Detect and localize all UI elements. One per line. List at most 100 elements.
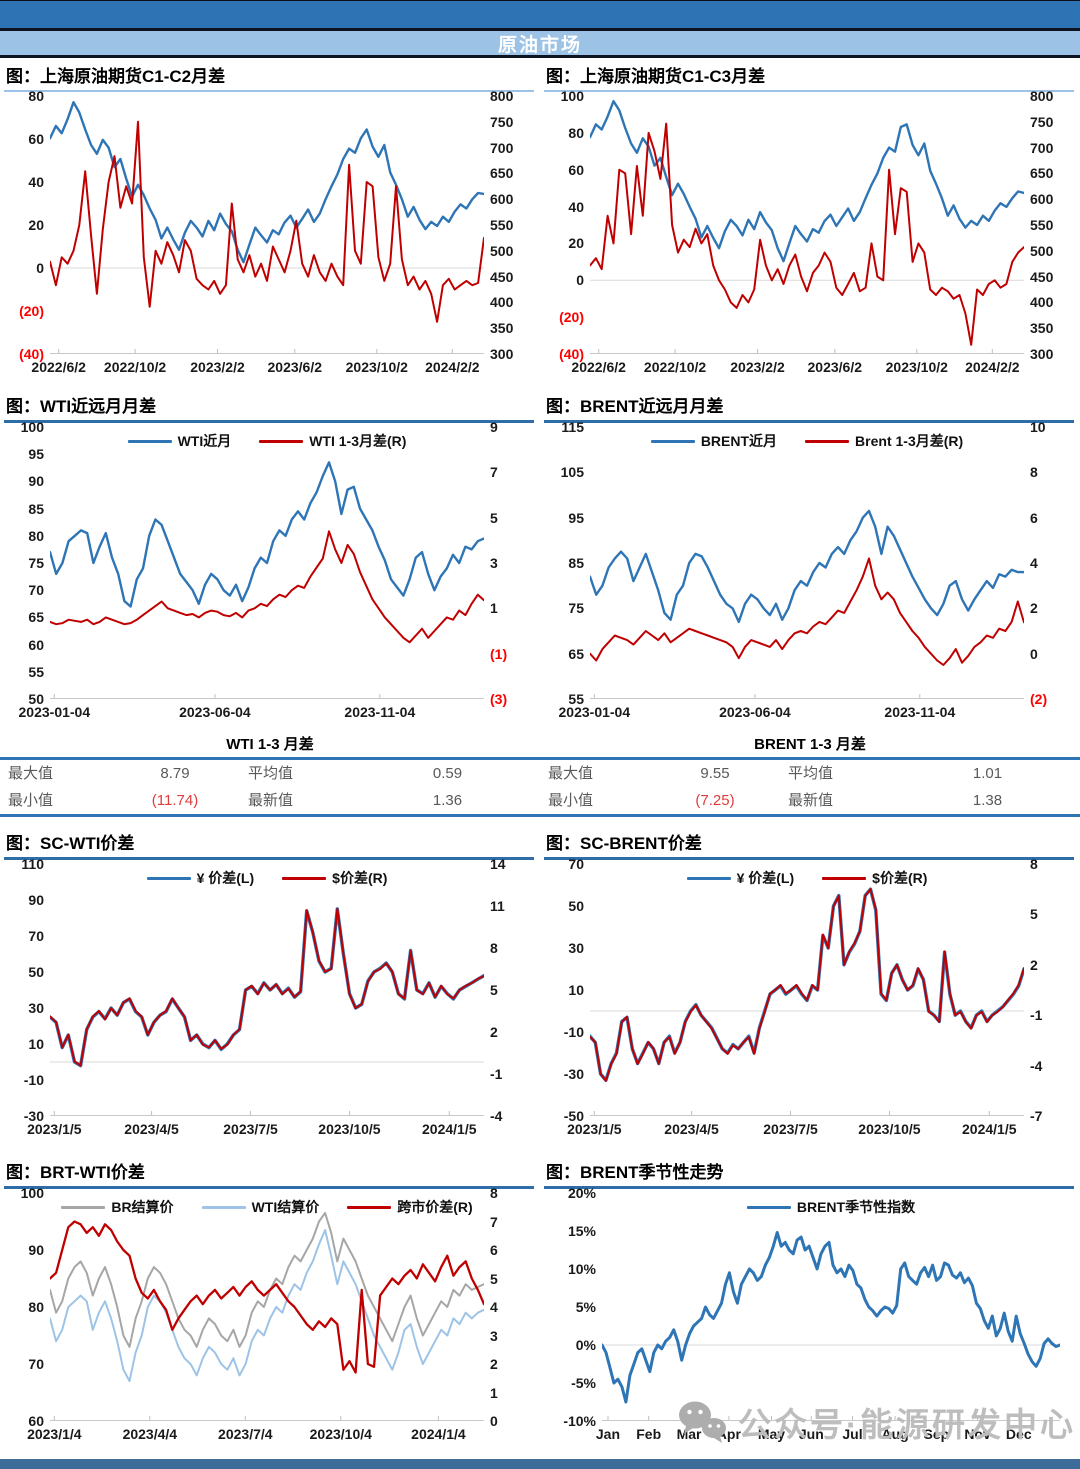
y-axis-tick: 80 bbox=[28, 1299, 44, 1315]
y-axis-tick: -4 bbox=[1030, 1057, 1043, 1074]
legend-swatch-red bbox=[805, 439, 850, 443]
legend-label: 跨市价差(R) bbox=[397, 1199, 473, 1215]
legend-label: WTI 1-3月差(R) bbox=[309, 433, 407, 449]
x-axis-tick-label: 2023-11-04 bbox=[344, 704, 416, 720]
y-axis-tick: 6 bbox=[490, 1242, 498, 1258]
legend-swatch-red bbox=[347, 1205, 392, 1209]
y-axis-tick: 450 bbox=[1030, 268, 1054, 285]
chart-title: 图：SC-WTI价差 bbox=[4, 825, 534, 860]
x-axis-tick-label: 2023/2/2 bbox=[730, 359, 785, 375]
y-axis-tick: 8 bbox=[490, 1185, 498, 1201]
y-axis-tick: 400 bbox=[490, 294, 514, 311]
legend-label: BRENT近月 bbox=[700, 433, 778, 449]
legend-item: WTI近月 bbox=[127, 431, 232, 451]
plot-canvas bbox=[50, 1211, 484, 1421]
y-axis-tick: 2 bbox=[1030, 600, 1038, 617]
x-axis-tick-label: 2023-01-04 bbox=[558, 704, 631, 720]
y-axis-left: 115 105 95 85 75 65 55 bbox=[544, 420, 590, 706]
y-axis-tick: 300 bbox=[1030, 345, 1054, 362]
y-axis-tick: 70 bbox=[28, 1356, 44, 1372]
y-axis-tick: -30 bbox=[23, 1108, 44, 1124]
legend-label: ¥ 价差(L) bbox=[736, 870, 795, 886]
stat-value: 0.59 bbox=[432, 765, 463, 782]
page-title: 原油市场 bbox=[497, 34, 582, 56]
plot-area: ¥ 价差(L) $价差(R) bbox=[590, 864, 1024, 1116]
x-axis-tick-label: 2023/4/4 bbox=[122, 1426, 178, 1442]
x-axis-tick-label: 2024/1/5 bbox=[962, 1121, 1017, 1137]
watermark-text: 公众号·能源研发中心 bbox=[738, 1406, 1076, 1443]
x-axis-tick-label: Sep bbox=[923, 1426, 950, 1442]
y-axis-tick: -4 bbox=[490, 1108, 503, 1124]
legend-label: WTI近月 bbox=[177, 433, 232, 449]
y-axis-tick: 90 bbox=[28, 473, 44, 490]
y-axis-tick: 70 bbox=[28, 928, 44, 944]
series-line-red bbox=[50, 1220, 484, 1374]
stat-label: 平均值 bbox=[248, 765, 294, 782]
y-axis-tick: 350 bbox=[490, 320, 514, 337]
y-axis-tick: (20) bbox=[19, 303, 44, 319]
legend-item: ¥ 价差(L) bbox=[686, 868, 795, 888]
y-axis-left: 70 50 30 10 -10 -30 -50 bbox=[544, 857, 590, 1123]
y-axis-tick: 500 bbox=[1030, 242, 1054, 259]
x-axis-tick-label: Jun bbox=[798, 1426, 824, 1442]
y-axis-tick: 0% bbox=[575, 1337, 596, 1353]
y-axis-tick: 70 bbox=[28, 582, 44, 599]
legend-item: Brent 1-3月差(R) bbox=[805, 431, 963, 451]
stat-value: 8.79 bbox=[160, 765, 190, 782]
x-axis-tick-label: 2024/2/2 bbox=[425, 359, 480, 375]
y-axis-tick: 75 bbox=[568, 600, 584, 617]
y-axis-tick: 300 bbox=[490, 345, 514, 362]
y-axis-tick: 75 bbox=[28, 554, 44, 571]
chart-brent-seasonal: 图：BRENT季节性走势 20% 15% 10% 5% 0% -5% -10% BRENT季… bbox=[540, 1154, 1080, 1445]
y-axis-left: 100 90 80 70 60 bbox=[4, 1186, 50, 1428]
x-axis-tick-label: 2023-06-04 bbox=[179, 704, 251, 720]
series-line-blue bbox=[590, 99, 1024, 263]
legend-label: Brent 1-3月差(R) bbox=[855, 433, 964, 449]
plot-area bbox=[590, 96, 1024, 354]
y-axis-left: 20% 15% 10% 5% 0% -5% -10% bbox=[544, 1186, 602, 1428]
chart-row-2: 图：WTI近远月月差 100 95 90 85 80 75 70 65 60 55 50 WTI近月… bbox=[0, 388, 1080, 723]
chart-sc-wti: 图：SC-WTI价差 110 90 70 50 30 10 -10 -30 ¥ 价差(L) $价… bbox=[0, 825, 540, 1140]
x-axis-tick-label: Mar bbox=[676, 1426, 702, 1442]
legend-item: BR结算价 bbox=[61, 1197, 174, 1217]
stats-caption: BRENT 1-3 月差 bbox=[754, 736, 866, 753]
plot-canvas bbox=[590, 887, 1024, 1116]
y-axis-tick: 350 bbox=[1030, 320, 1054, 337]
y-axis-tick: -10% bbox=[563, 1413, 596, 1429]
y-axis-tick: 105 bbox=[560, 464, 584, 481]
y-axis-left: 80 60 40 20 0 (20) (40) bbox=[4, 89, 50, 361]
y-axis-tick: 8 bbox=[1030, 464, 1038, 481]
y-axis-tick: 20% bbox=[567, 1185, 596, 1201]
plot-area: BRENT季节性指数 bbox=[602, 1193, 1060, 1421]
y-axis-tick: 3 bbox=[490, 554, 498, 571]
chart-wti-spread: 图：WTI近远月月差 100 95 90 85 80 75 70 65 60 55 50 WTI近月… bbox=[0, 388, 540, 723]
series-line-red bbox=[50, 907, 484, 1067]
x-axis-tick-label: 2023/7/5 bbox=[763, 1121, 818, 1137]
legend-item: BRENT季节性指数 bbox=[746, 1197, 915, 1217]
y-axis-tick: (2) bbox=[1030, 690, 1048, 707]
y-axis-left: 110 90 70 50 30 10 -10 -30 bbox=[4, 857, 50, 1123]
y-axis-tick: 5 bbox=[1030, 906, 1038, 923]
legend-swatch-red bbox=[282, 876, 327, 880]
x-axis-tick-label: 2023/10/2 bbox=[885, 359, 948, 375]
y-axis-tick: 11 bbox=[490, 898, 505, 914]
series-line-red bbox=[590, 557, 1024, 666]
series-line-red bbox=[50, 120, 484, 323]
y-axis-tick: 750 bbox=[490, 113, 514, 130]
footer-bar bbox=[0, 1459, 1080, 1469]
legend-swatch-blue bbox=[746, 1205, 791, 1209]
y-axis-tick: 20 bbox=[568, 235, 584, 252]
stats-table: WTI 1-3 月差 最大值 8.79 平均值 0.59 最小值 (11.74)… bbox=[0, 731, 1080, 817]
y-axis-right: 8 5 2 -1 -4 -7 bbox=[1024, 857, 1074, 1123]
stat-value: 9.55 bbox=[700, 765, 730, 782]
plot-area: BRENT近月 Brent 1-3月差(R) bbox=[590, 427, 1024, 699]
x-axis-tick-label: Jul bbox=[842, 1426, 863, 1442]
legend-swatch-lightblue bbox=[201, 1205, 246, 1209]
plot-area: ¥ 价差(L) $价差(R) bbox=[50, 864, 484, 1116]
series-line-red bbox=[590, 122, 1024, 346]
y-axis-tick: 40 bbox=[28, 174, 44, 190]
y-axis-tick: 550 bbox=[490, 216, 514, 233]
x-axis: 2023/1/5 2023/4/5 2023/7/5 2023/10/5 2024/1/… bbox=[27, 1116, 484, 1140]
x-axis: 2022/6/2 2022/10/2 2023/2/2 2023/6/2 2023/10… bbox=[31, 354, 484, 378]
chart-sc-c1c3: 图：上海原油期货C1-C3月差 100 80 60 40 20 0 (20) (40) 800… bbox=[540, 58, 1080, 378]
